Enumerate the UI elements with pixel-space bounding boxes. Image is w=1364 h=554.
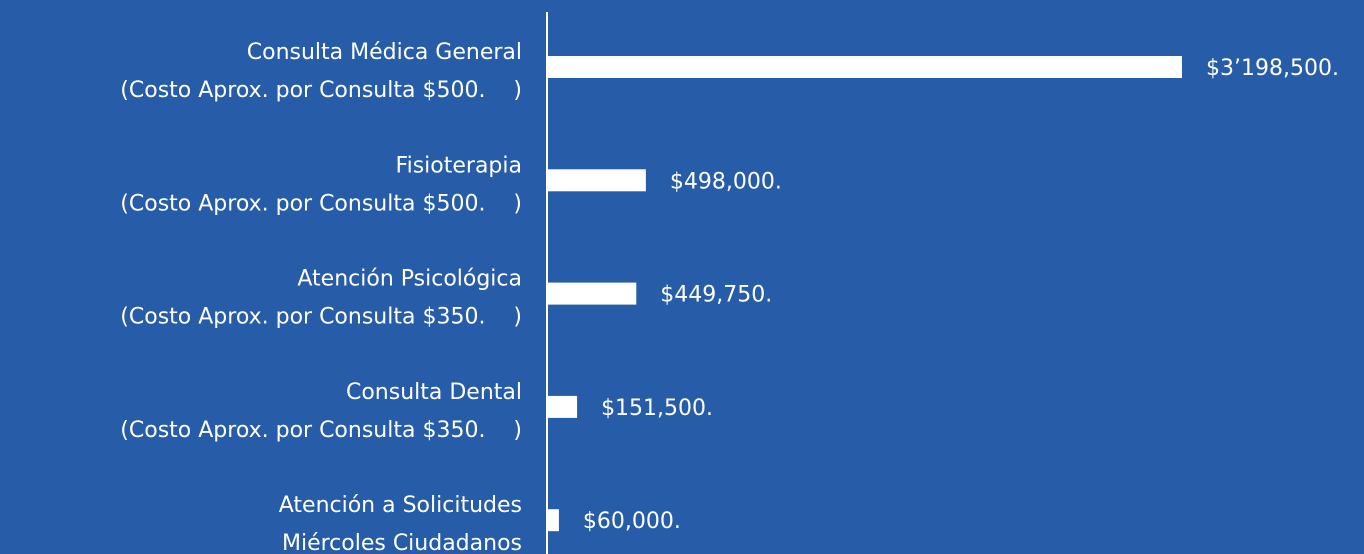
category-label: Consulta Dental [346,380,522,405]
value-label: $498,000. [670,169,782,194]
category-label: (Costo Aprox. por Consulta $350. ) [120,418,522,443]
bar [547,282,637,305]
category-label: (Costo Aprox. por Consulta $350. ) [120,305,522,330]
category-label: (Costo Aprox. por Consulta $500. ) [120,191,522,216]
value-label: $60,000. [583,509,681,534]
category-label: Miércoles Ciudadanos [282,531,522,554]
bar [547,509,559,532]
category-label: (Costo Aprox. por Consulta $500. ) [120,78,522,103]
value-label: $3’198,500. [1206,56,1339,81]
bar [547,395,578,418]
category-label: Atención a Solicitudes [279,493,522,518]
category-label: Fisioterapia [396,153,522,178]
category-label: Atención Psicológica [297,267,522,292]
value-label: $449,750. [660,283,772,308]
category-label: Consulta Médica General [247,40,522,65]
bar [547,169,646,192]
bar [547,56,1182,78]
value-label: $151,500. [601,396,713,421]
